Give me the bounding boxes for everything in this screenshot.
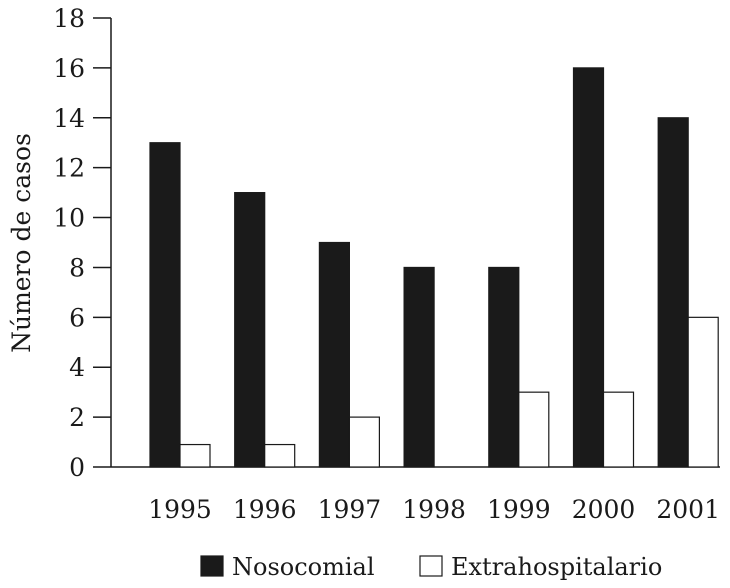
bar-extrahospitalario-1996 [264, 443, 296, 468]
legend-swatch-nosocomial [200, 555, 224, 577]
legend-swatch-extrahospitalario [419, 555, 443, 577]
x-tick-label: 1999 [487, 495, 551, 524]
bar-extrahospitalario-2001 [687, 316, 719, 468]
y-axis: 0 2 4 6 8 10 12 14 16 18 [53, 4, 112, 482]
bar-extrahospitalario-2000 [602, 391, 635, 468]
x-axis: 1995 1996 1997 1998 1999 2000 2001 [111, 466, 720, 524]
x-tick-label: 1997 [318, 495, 382, 524]
x-tick-label: 2001 [656, 495, 720, 524]
bar-extrahospitalario-1995 [179, 443, 211, 468]
x-tick-label: 2000 [572, 495, 636, 524]
y-axis-title: Número de casos [7, 133, 36, 353]
bar-nosocomial-1998 [403, 266, 435, 468]
legend: Nosocomial Extrahospitalario [200, 553, 662, 581]
bar-extrahospitalario-1997 [348, 416, 380, 468]
y-tick-label: 16 [53, 54, 85, 83]
legend-label-nosocomial: Nosocomial [232, 553, 375, 581]
y-tick-label: 4 [69, 353, 85, 382]
bar-nosocomial-2001 [657, 117, 689, 468]
bar-nosocomial-1997 [318, 241, 350, 468]
y-tick-label: 8 [69, 253, 85, 282]
x-tick-label: 1996 [233, 495, 297, 524]
bar-nosocomial-1996 [234, 192, 266, 468]
bar-extrahospitalario-1999 [518, 391, 550, 468]
y-tick-label: 12 [53, 154, 85, 183]
bar-nosocomial-1995 [149, 142, 181, 468]
bar-nosocomial-1999 [488, 266, 520, 468]
y-tick-label: 6 [69, 303, 85, 332]
x-tick-label: 1995 [148, 495, 212, 524]
y-tick-label: 18 [53, 4, 85, 33]
y-tick-label: 0 [69, 453, 85, 482]
y-tick-label: 10 [53, 204, 85, 233]
y-tick-label: 2 [69, 403, 85, 432]
x-tick-label: 1998 [402, 495, 466, 524]
y-tick-label: 14 [53, 104, 85, 133]
legend-label-extrahospitalario: Extrahospitalario [451, 553, 662, 581]
bar-nosocomial-2000 [572, 67, 605, 468]
bars [149, 67, 719, 468]
